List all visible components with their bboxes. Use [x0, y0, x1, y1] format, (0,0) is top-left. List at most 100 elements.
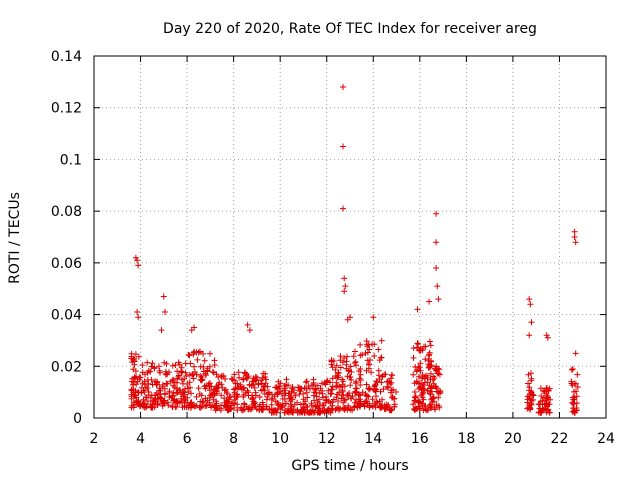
data-point	[136, 376, 143, 383]
data-point	[169, 403, 176, 410]
data-point	[346, 390, 353, 397]
y-tick-label: 0.1	[60, 152, 82, 168]
y-axis: 0 0.02 0.04 0.06 0.08 0.1 0.12 0.14	[51, 49, 606, 427]
data-point	[574, 384, 581, 390]
data-point	[364, 357, 371, 364]
data-point	[282, 400, 289, 407]
data-point	[131, 392, 138, 399]
data-point	[572, 380, 579, 387]
data-point	[428, 362, 435, 369]
grid	[94, 56, 606, 418]
data-point	[230, 399, 236, 406]
data-point	[382, 406, 389, 413]
data-point	[206, 387, 213, 394]
data-point	[193, 402, 200, 409]
data-point	[348, 377, 355, 383]
data-point	[259, 380, 265, 387]
data-point	[222, 386, 229, 393]
data-point	[281, 387, 288, 394]
data-point	[436, 371, 443, 378]
data-point	[176, 361, 183, 368]
data-point	[203, 382, 210, 389]
data-point	[350, 353, 357, 360]
y-tick-label: 0.12	[51, 101, 82, 117]
data-point	[357, 382, 364, 388]
data-point	[237, 383, 244, 390]
data-point	[305, 383, 312, 390]
data-point	[543, 390, 550, 397]
data-point	[281, 392, 288, 399]
data-point	[369, 341, 376, 348]
data-point	[417, 360, 424, 367]
data-point	[145, 398, 151, 405]
data-point	[357, 352, 364, 359]
data-point	[188, 327, 195, 334]
data-point	[419, 347, 426, 354]
data-point	[231, 389, 238, 396]
data-point	[220, 373, 227, 379]
data-point	[525, 380, 531, 387]
data-point	[310, 392, 317, 399]
data-point	[197, 372, 204, 379]
data-point	[272, 384, 279, 391]
data-point	[239, 386, 245, 393]
data-point	[144, 359, 151, 366]
data-point	[363, 398, 370, 405]
data-point	[433, 402, 440, 408]
data-point	[130, 389, 137, 396]
data-point	[278, 404, 285, 411]
data-point	[250, 378, 257, 385]
data-point	[337, 405, 344, 412]
data-point	[363, 338, 370, 345]
data-point	[426, 298, 433, 305]
data-point	[151, 404, 158, 410]
data-point	[187, 404, 194, 411]
data-point	[169, 362, 176, 369]
data-point	[377, 403, 384, 410]
data-point	[410, 371, 417, 378]
data-point	[207, 380, 213, 387]
data-point	[347, 382, 354, 389]
data-point	[223, 400, 230, 407]
data-point	[333, 362, 340, 369]
data-point	[144, 369, 151, 376]
data-point	[319, 394, 326, 401]
data-point	[340, 205, 346, 212]
data-point	[135, 389, 142, 396]
y-tick-label: 0.06	[51, 256, 82, 272]
data-point	[160, 293, 167, 300]
x-tick-label: 14	[364, 431, 382, 447]
data-point	[288, 394, 295, 401]
data-point	[357, 371, 364, 378]
data-point	[232, 380, 239, 387]
data-point	[375, 346, 382, 353]
data-point	[313, 393, 320, 400]
data-point	[433, 210, 440, 217]
x-tick-label: 8	[229, 431, 238, 447]
data-point	[161, 359, 168, 366]
data-point	[377, 388, 384, 395]
data-point	[252, 373, 259, 380]
data-point	[135, 353, 142, 360]
data-point	[226, 406, 233, 413]
data-point	[544, 334, 551, 341]
data-point	[134, 398, 141, 405]
data-point	[391, 403, 398, 410]
data-point	[315, 407, 321, 414]
data-point	[149, 360, 156, 367]
data-point	[262, 370, 269, 377]
data-point	[235, 369, 242, 376]
data-point	[135, 314, 142, 321]
data-point	[568, 366, 575, 373]
data-point	[433, 367, 440, 373]
data-point	[269, 391, 276, 398]
data-point	[340, 143, 346, 150]
data-point	[341, 288, 348, 295]
data-point	[144, 385, 151, 392]
data-point	[341, 397, 348, 404]
data-point	[573, 388, 579, 395]
data-point	[378, 337, 385, 344]
data-point	[163, 370, 170, 377]
y-tick-label: 0	[73, 411, 82, 427]
data-point	[568, 378, 575, 385]
